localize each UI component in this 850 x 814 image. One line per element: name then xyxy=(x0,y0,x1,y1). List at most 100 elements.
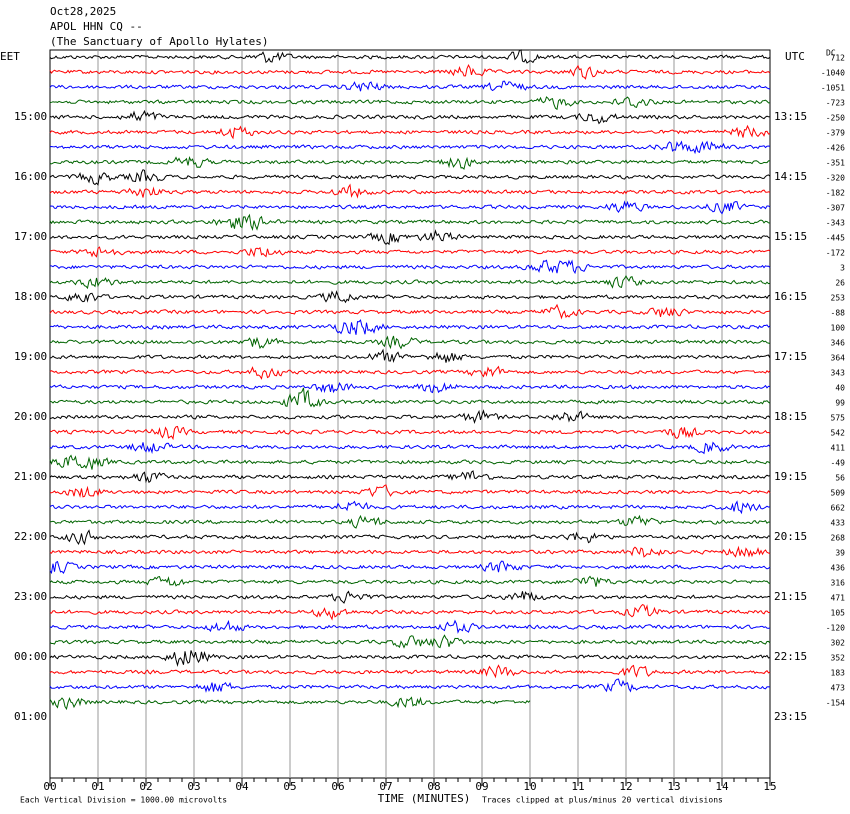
left-hour-label: 18:00 xyxy=(14,290,47,303)
x-tick-label: 05 xyxy=(283,780,296,793)
x-tick-label: 15 xyxy=(763,780,776,793)
x-tick-label: 14 xyxy=(715,780,729,793)
plot-frame xyxy=(49,49,771,779)
right-hour-label: 21:15 xyxy=(774,590,807,603)
dc-value: -343 xyxy=(826,219,845,228)
dc-value: -49 xyxy=(831,459,846,468)
left-hour-label: 22:00 xyxy=(14,530,47,543)
trace xyxy=(49,382,771,394)
trace xyxy=(49,500,771,515)
dc-value: 542 xyxy=(831,429,846,438)
trace xyxy=(49,484,771,498)
dc-value: 100 xyxy=(831,324,846,333)
trace xyxy=(49,109,771,125)
dc-value: -307 xyxy=(826,204,845,213)
dc-value: 56 xyxy=(835,474,845,483)
trace xyxy=(49,49,771,64)
dc-value: 352 xyxy=(831,654,846,663)
x-tick-label: 12 xyxy=(619,780,632,793)
right-hour-label: 23:15 xyxy=(774,710,807,723)
trace xyxy=(49,529,771,546)
trace xyxy=(49,425,771,441)
dc-value: 302 xyxy=(831,639,846,648)
trace xyxy=(49,619,771,634)
right-axis-title: UTC xyxy=(785,50,805,63)
dc-value: 40 xyxy=(835,384,845,393)
trace xyxy=(49,290,771,304)
left-hour-label: 21:00 xyxy=(14,470,47,483)
right-hour-label: 19:15 xyxy=(774,470,807,483)
x-tick-label: 01 xyxy=(91,780,104,793)
trace xyxy=(49,200,771,215)
trace xyxy=(49,634,771,649)
right-hour-label: 17:15 xyxy=(774,350,807,363)
dc-value: 473 xyxy=(831,684,846,693)
x-tick-label: 08 xyxy=(427,780,440,793)
dc-value: 99 xyxy=(835,399,845,408)
left-hour-label: 20:00 xyxy=(14,410,47,423)
trace xyxy=(49,604,771,621)
dc-value: -182 xyxy=(826,189,845,198)
trace xyxy=(49,696,531,711)
trace xyxy=(49,303,771,320)
dc-value: 662 xyxy=(831,504,846,513)
dc-value: 26 xyxy=(835,279,845,288)
dc-value: 253 xyxy=(831,294,846,303)
left-axis-title: EET xyxy=(0,50,20,63)
dc-value: -120 xyxy=(826,624,845,633)
dc-value: -1040 xyxy=(821,69,845,78)
station: APOL HHN CQ -- xyxy=(50,20,143,33)
dc-value: -154 xyxy=(826,699,845,708)
trace xyxy=(49,319,771,335)
trace xyxy=(49,409,771,425)
trace xyxy=(49,590,771,604)
date: Oct28,2025 xyxy=(50,5,116,18)
x-tick-label: 02 xyxy=(139,780,152,793)
scale-note: Each Vertical Division = 1000.00 microvo… xyxy=(20,796,227,805)
dc-value: 433 xyxy=(831,519,846,528)
x-axis-title: TIME (MINUTES) xyxy=(378,792,471,805)
dc-value: 316 xyxy=(831,579,846,588)
x-tick-label: 07 xyxy=(379,780,392,793)
dc-value: 3 xyxy=(840,264,845,273)
trace xyxy=(49,664,771,679)
trace xyxy=(49,678,771,693)
dc-value: 411 xyxy=(831,444,846,453)
trace xyxy=(49,335,771,350)
right-hour-label: 22:15 xyxy=(774,650,807,663)
x-tick-label: 00 xyxy=(43,780,56,793)
dc-value: 436 xyxy=(831,564,846,573)
trace xyxy=(49,387,771,408)
x-tick-label: 04 xyxy=(235,780,249,793)
right-hour-label: 16:15 xyxy=(774,290,807,303)
trace xyxy=(49,140,771,155)
left-hour-label: 15:00 xyxy=(14,110,47,123)
x-tick-label: 03 xyxy=(187,780,200,793)
dc-value: -88 xyxy=(831,309,846,318)
right-hour-label: 14:15 xyxy=(774,170,807,183)
left-hour-label: 17:00 xyxy=(14,230,47,243)
left-hour-label: 00:00 xyxy=(14,650,47,663)
trace xyxy=(49,80,771,92)
right-hour-label: 13:15 xyxy=(774,110,807,123)
right-hour-label: 18:15 xyxy=(774,410,807,423)
dc-value: 471 xyxy=(831,594,846,603)
trace xyxy=(49,156,771,170)
trace xyxy=(49,229,771,246)
dc-value: 575 xyxy=(831,414,846,423)
trace xyxy=(49,169,771,186)
dc-value: -723 xyxy=(826,99,845,108)
dc-value: -379 xyxy=(826,129,845,138)
dc-value: 509 xyxy=(831,489,846,498)
trace xyxy=(49,246,771,258)
trace xyxy=(49,348,771,363)
trace xyxy=(49,441,771,455)
trace xyxy=(49,183,771,199)
clip-note: Traces clipped at plus/minus 20 vertical… xyxy=(482,796,723,805)
x-tick-label: 06 xyxy=(331,780,344,793)
dc-value: -320 xyxy=(826,174,845,183)
trace xyxy=(49,470,771,484)
dc-value: 39 xyxy=(835,549,845,558)
dc-value: 343 xyxy=(831,369,846,378)
